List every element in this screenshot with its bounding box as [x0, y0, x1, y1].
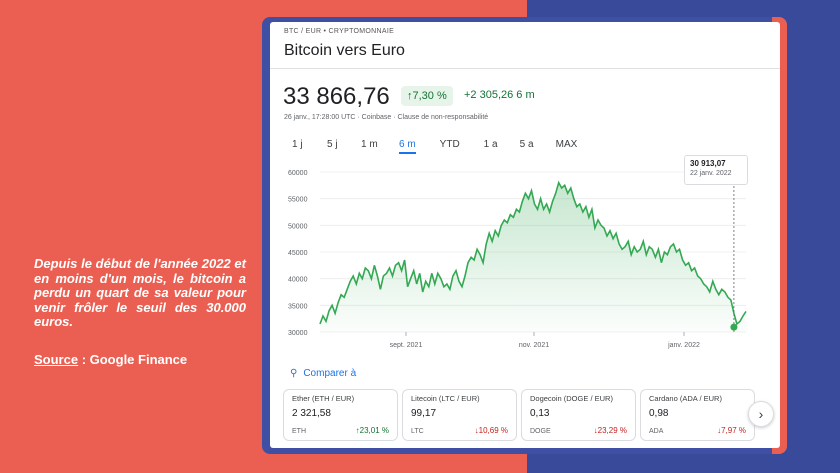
finance-card: BTC / EUR • CRYPTOMONNAIE Bitcoin vers E…	[270, 22, 780, 448]
tile-symbol: LTC	[411, 428, 424, 435]
hover-tooltip: 30 913,07 22 janv. 2022	[684, 155, 748, 185]
source-label: Source	[34, 352, 79, 367]
current-price: 33 866,76	[283, 83, 390, 110]
tile-name: Dogecoin (DOGE / EUR)	[530, 394, 613, 403]
price-line	[319, 180, 747, 326]
tab-1d[interactable]: 1 j	[292, 139, 303, 150]
tile-price: 2 321,58	[292, 408, 331, 419]
change-absolute: +2 305,26 6 m	[464, 89, 535, 101]
tile-symbol: ADA	[649, 428, 664, 435]
tile-change: ↑23,01 %	[355, 426, 389, 435]
tile-name: Ether (ETH / EUR)	[292, 394, 355, 403]
tile-symbol: ETH	[292, 428, 306, 435]
article-caption: Depuis le début de l'année 2022 et en mo…	[34, 256, 246, 329]
page-title: Bitcoin vers Euro	[284, 42, 405, 59]
tile-price: 0,98	[649, 408, 669, 419]
compare-label: Comparer à	[303, 368, 357, 379]
tab-max[interactable]: MAX	[555, 139, 578, 150]
tab-ytd[interactable]: YTD	[439, 139, 460, 150]
price-chart[interactable]: 60000 55000 50000 45000 40000 35000 30000 sept…	[270, 162, 780, 362]
price-meta: 26 janv., 17:28:00 UTC · Coinbase · Clau…	[284, 114, 489, 121]
tile-name: Litecoin (LTC / EUR)	[411, 394, 480, 403]
related-tiles: Ether (ETH / EUR) 2 321,58 ETH ↑23,01 % …	[283, 389, 759, 441]
y-tick-label: 50000	[288, 223, 308, 230]
x-tick-label: nov. 2021	[519, 342, 549, 349]
tile-price: 99,17	[411, 408, 437, 419]
tab-5d[interactable]: 5 j	[327, 139, 338, 150]
tab-6m[interactable]: 6 m	[399, 139, 416, 154]
y-tick-label: 55000	[288, 197, 308, 204]
source-text: : Google Finance	[78, 352, 188, 367]
tile-change: ↓23,29 %	[593, 426, 627, 435]
tile-doge[interactable]: Dogecoin (DOGE / EUR) 0,13 DOGE ↓23,29 %	[521, 389, 636, 441]
y-tick-label: 40000	[288, 277, 308, 284]
tile-price: 0,13	[530, 408, 550, 419]
tooltip-value: 30 913,07	[690, 159, 726, 168]
y-tick-label: 60000	[288, 170, 308, 177]
tile-ltc[interactable]: Litecoin (LTC / EUR) 99,17 LTC ↓10,69 %	[402, 389, 517, 441]
tab-5y[interactable]: 5 a	[519, 139, 534, 150]
y-tick-label: 45000	[288, 250, 308, 257]
change-percent-badge: ↑7,30 %	[401, 86, 453, 106]
tile-ada[interactable]: Cardano (ADA / EUR) 0,98 ADA ↓7,97 %	[640, 389, 755, 441]
tile-change: ↓7,97 %	[717, 426, 746, 435]
breadcrumb[interactable]: BTC / EUR • CRYPTOMONNAIE	[284, 28, 395, 35]
source-credit: Source : Google Finance	[34, 352, 187, 367]
hover-point	[730, 323, 738, 331]
y-tick-label: 30000	[288, 330, 308, 337]
search-icon: ⚲	[290, 368, 298, 379]
tooltip-date: 22 janv. 2022	[690, 170, 732, 177]
tile-eth[interactable]: Ether (ETH / EUR) 2 321,58 ETH ↑23,01 %	[283, 389, 398, 441]
range-tabs: 1 j 5 j 1 m 6 m YTD 1 a 5 a MAX	[292, 139, 577, 154]
compare-button[interactable]: ⚲ Comparer à	[290, 368, 356, 379]
divider	[270, 68, 780, 69]
y-tick-label: 35000	[288, 303, 308, 310]
tile-symbol: DOGE	[530, 428, 551, 435]
tile-change: ↓10,69 %	[474, 426, 508, 435]
x-tick-label: janv. 2022	[667, 342, 700, 349]
chevron-right-icon[interactable]: ›	[748, 401, 774, 427]
tab-1m[interactable]: 1 m	[361, 139, 378, 150]
x-tick-label: sept. 2021	[390, 342, 423, 349]
tab-1y[interactable]: 1 a	[483, 139, 498, 150]
price-area	[320, 182, 746, 332]
tile-name: Cardano (ADA / EUR)	[649, 394, 722, 403]
